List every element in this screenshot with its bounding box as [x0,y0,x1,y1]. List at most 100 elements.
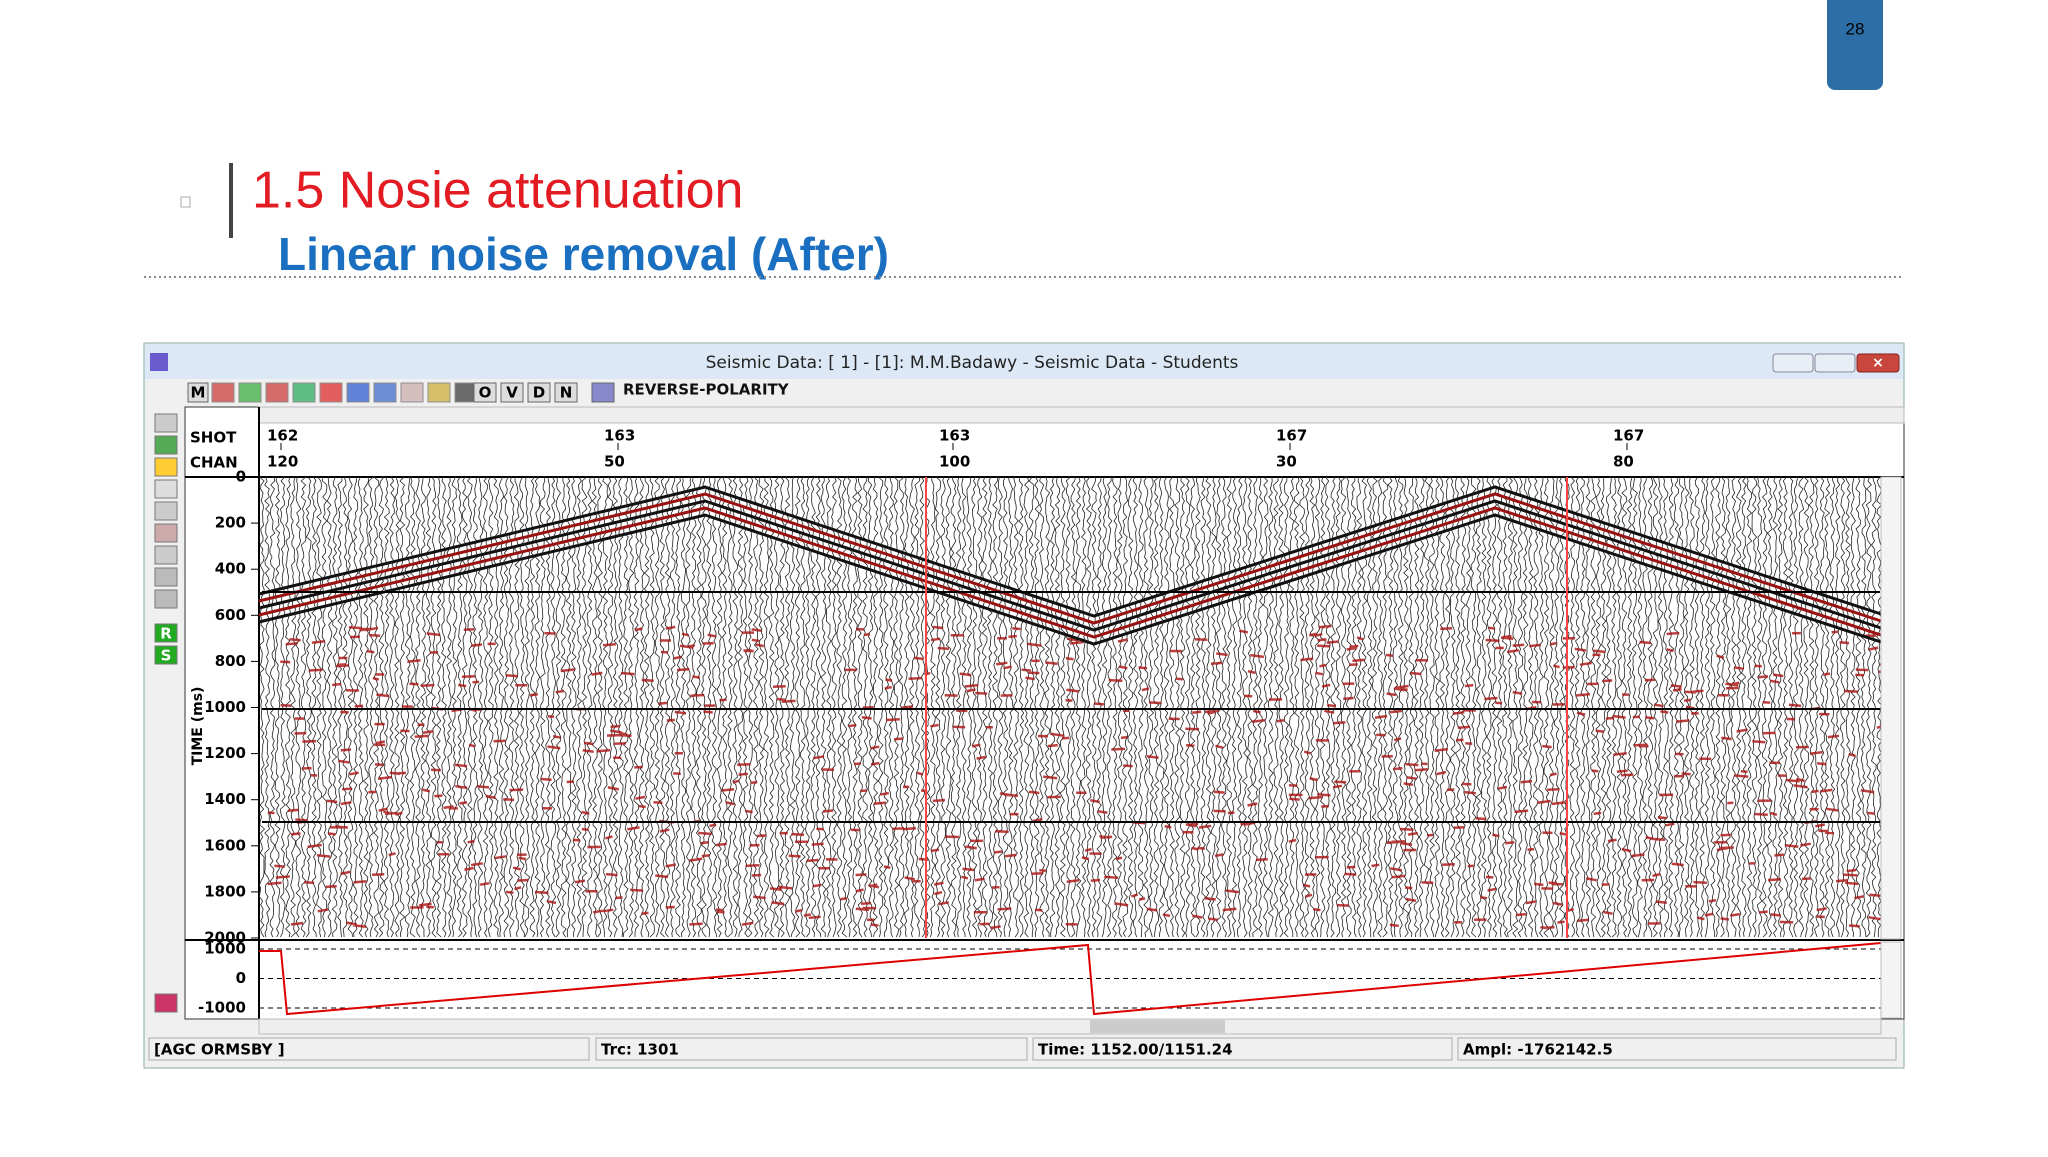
time-tick-label: 600 [215,606,246,624]
toolbar-label: REVERSE-POLARITY [623,381,790,399]
tool-icon[interactable] [154,457,178,477]
tool-icon[interactable] [154,413,178,433]
tool-icon[interactable] [238,382,262,403]
time-tick-label: 400 [215,560,246,578]
lower-scrollbar[interactable] [1880,941,1902,1019]
lower-panel: 1000 0 -1000 [198,940,1882,1017]
status-text: [AGC ORMSBY ] [154,1041,285,1059]
window: Seismic Data: [ 1] - [1]: M.M.Badawy - S… [143,342,1905,1069]
tool-icon[interactable] [265,382,289,403]
minimize[interactable] [1772,353,1814,373]
restore[interactable] [1814,353,1856,373]
row-label: SHOT [190,429,237,447]
tool-icon[interactable] [154,589,178,609]
tool-icon[interactable] [400,382,424,403]
title-bar [229,163,233,238]
view [184,406,1905,1020]
tool-icon[interactable] [154,567,178,587]
tool-button[interactable] [187,382,209,403]
tool-icon[interactable] [154,993,178,1013]
slide-title: 1.5 Nosie attenuation [252,162,743,220]
row-label: CHAN [190,454,238,472]
time-tick-label: 1400 [204,790,246,808]
red-events [267,624,1894,930]
traces [258,476,1883,938]
trace-header: SHOT CHAN 162 120 163 50 163 100 167 30 167 80 [190,427,1644,472]
tool-letter: V [506,384,518,402]
chan-label: 30 [1276,453,1297,471]
time-tick-label: 200 [215,514,246,532]
lower-tick-label: 1000 [204,940,246,958]
tool-icon[interactable] [211,382,235,403]
tool-icon[interactable] [154,479,178,499]
horizontal-scrollbar[interactable] [258,1018,1882,1035]
chan-label: 50 [604,453,625,471]
tool-icon[interactable] [591,382,615,403]
time-tick-label: 1600 [204,836,246,854]
sawtooth [259,942,1882,1016]
time-tick-label: 2000 [204,929,246,947]
vertical-scrollbar[interactable] [1880,476,1902,940]
time-tick-label: 0 [236,468,246,486]
time-axis-label: TIME (ms) [190,687,206,766]
status-cell [1457,1037,1897,1061]
tool-button[interactable] [154,645,178,665]
status-cell [595,1037,1028,1061]
status-cell [148,1037,590,1061]
close[interactable] [1856,353,1900,373]
tool-button[interactable] [527,382,551,403]
status-cell [1032,1037,1453,1061]
window-title: Seismic Data: [ 1] - [1]: M.M.Badawy - S… [706,353,1239,373]
tool-icon[interactable] [346,382,370,403]
first-break [258,492,1882,625]
close-x: × [1872,355,1884,371]
tool-button[interactable] [554,382,578,403]
app-icon [150,353,168,371]
chan-label: 80 [1613,453,1634,471]
tool-letter: R [160,625,172,643]
slide-subtitle: Linear noise removal (After) [278,228,889,280]
status-bar: [AGC ORMSBY ] Trc: 1301 Time: 1152.00/1151… [148,1037,1897,1061]
tool-icon[interactable] [154,523,178,543]
first-break [258,506,1882,639]
lower-tick-label: -1000 [198,999,246,1017]
tool-letter: O [479,384,492,402]
first-break [258,499,1882,632]
status-text: Trc: 1301 [601,1041,679,1059]
tool-icon[interactable] [319,382,343,403]
chan-label: 100 [939,453,970,471]
first-break [258,513,1882,646]
shot-label: 167 [1613,427,1644,445]
tool-icon[interactable] [373,382,397,403]
time-tick-label: 1000 [204,698,246,716]
scroll-thumb[interactable] [1090,1020,1225,1033]
shot-label: 167 [1276,427,1307,445]
left-toolbar: RS [154,413,178,1013]
tool-button[interactable] [473,382,497,403]
first-break [258,485,1882,618]
tool-letter: S [161,647,172,665]
time-axis: 0 200 400 600 800 1000 1200 1400 1600 1800 2000 [204,468,259,947]
tool-icon[interactable] [154,501,178,521]
status-text: Time: 1152.00/1151.24 [1038,1041,1233,1059]
top-scrollbar[interactable] [258,406,1905,424]
seismic-section [258,476,1894,938]
title-bar [145,344,1903,379]
tool-button[interactable] [154,623,178,643]
tool-letter: D [533,384,545,402]
tool-icon[interactable] [292,382,316,403]
tool-button[interactable] [500,382,524,403]
bullet [180,196,191,208]
tool-letter: M [191,384,206,402]
time-tick-label: 800 [215,652,246,670]
tool-icon[interactable] [154,545,178,565]
shot-label: 163 [939,427,970,445]
chan-label: 120 [267,453,298,471]
tool-icon[interactable] [427,382,451,403]
tool-icon[interactable] [154,435,178,455]
page-badge [1827,0,1883,90]
time-tick-label: 1800 [204,882,246,900]
